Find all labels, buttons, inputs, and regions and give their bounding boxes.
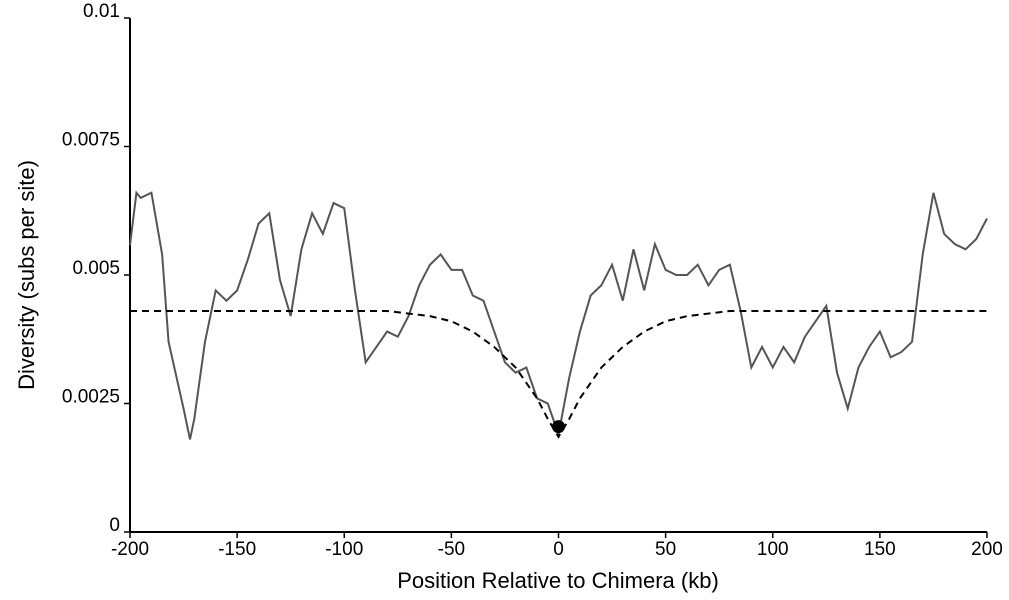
x-tick-label: -100 <box>325 539 363 560</box>
model-line <box>130 309 987 439</box>
y-tick-label: 0.005 <box>72 258 120 279</box>
x-tick-label: 200 <box>971 539 1003 560</box>
point <box>552 420 565 434</box>
y-axis-title: Diversity (subs per site) <box>14 160 39 390</box>
x-tick-label: 0 <box>553 539 564 560</box>
x-tick-label: 100 <box>757 539 789 560</box>
data-line <box>129 190 988 440</box>
x-tick-label: 150 <box>864 539 896 560</box>
y-tick-label: 0 <box>109 515 120 536</box>
x-tick-label: 50 <box>655 539 676 560</box>
y-tick-label: 0.0075 <box>62 130 120 151</box>
x-axis-title: Position Relative to Chimera (kb) <box>397 568 719 593</box>
x-tick-label: -50 <box>438 539 465 560</box>
y-tick-label: 0.0025 <box>62 387 120 408</box>
x-tick-label: -200 <box>111 539 149 560</box>
y-tick-label: 0.01 <box>83 1 120 22</box>
x-tick-label: -150 <box>218 539 256 560</box>
